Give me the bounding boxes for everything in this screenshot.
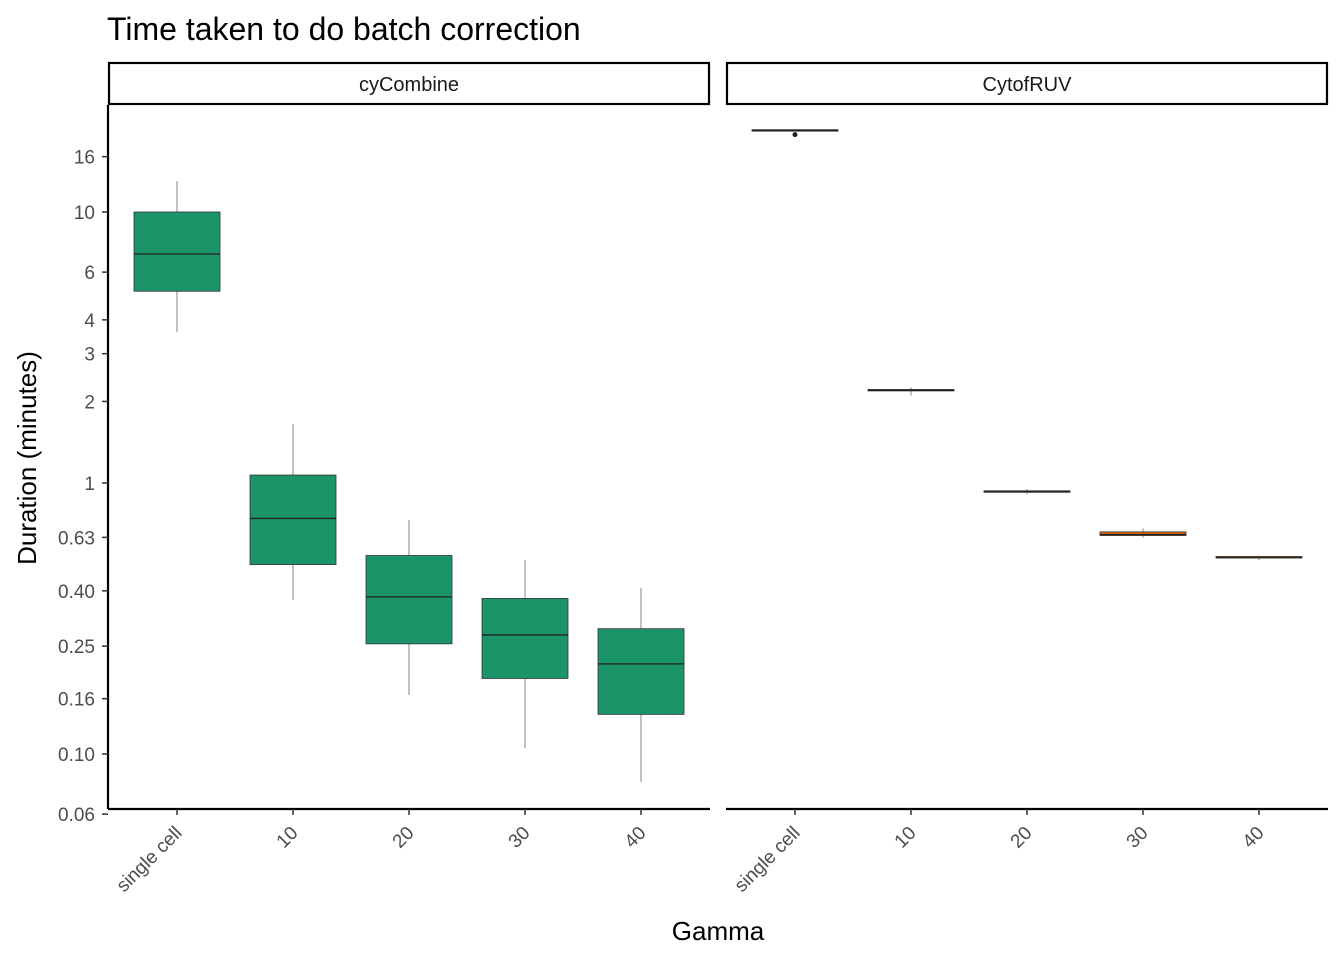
x-tick-label: single cell [731, 823, 805, 897]
box-20 [365, 520, 453, 696]
y-tick-label: 0.63 [58, 528, 95, 549]
x-axis-ticks-cycombine: single cell 10 20 30 40 [113, 809, 651, 897]
x-tick-label: 10 [273, 823, 303, 853]
y-tick-label: 3 [84, 345, 95, 366]
y-axis-title: Duration (minutes) [12, 351, 42, 565]
y-tick-label: 10 [74, 203, 95, 224]
y-axis-ticks: 16 10 6 4 3 2 1 0.63 0.40 0.25 0.16 0.10 0.06 [58, 148, 108, 826]
iqr-box [481, 598, 569, 679]
x-tick-label: 10 [891, 823, 921, 853]
y-tick-label: 6 [84, 263, 95, 284]
box-40 [597, 587, 685, 782]
box-20 [983, 489, 1071, 495]
outlier-point [792, 132, 798, 138]
boxes-cytofruv [751, 129, 1303, 560]
x-tick-label: 40 [1239, 823, 1269, 853]
y-tick-label: 0.16 [58, 690, 95, 711]
panel-cytofruv: CytofRUV single cell 10 20 30 40 [725, 61, 1329, 897]
x-axis-title: Gamma [672, 916, 765, 946]
y-tick-label: 0.25 [58, 637, 95, 658]
y-tick-label: 2 [84, 392, 95, 413]
x-tick-label: 30 [1123, 823, 1153, 853]
y-tick-label: 0.06 [58, 805, 95, 826]
x-axis-ticks-cytofruv: single cell 10 20 30 40 [731, 809, 1269, 897]
iqr-box [249, 474, 337, 565]
x-tick-label: 40 [621, 823, 651, 853]
box-10 [867, 387, 955, 396]
x-tick-label: 20 [1007, 823, 1037, 853]
y-tick-label: 0.40 [58, 582, 95, 603]
chart-title: Time taken to do batch correction [107, 11, 581, 47]
box-40 [1215, 555, 1303, 560]
strip-cytofruv [725, 61, 1329, 106]
strip-label-cycombine: cyCombine [359, 74, 459, 96]
y-tick-label: 0.10 [58, 745, 95, 766]
box-single-cell [751, 129, 839, 138]
iqr-box [597, 628, 685, 715]
x-tick-label: single cell [113, 823, 187, 897]
y-tick-label: 16 [74, 148, 95, 169]
y-tick-label: 4 [84, 311, 95, 332]
y-tick-label: 1 [84, 474, 95, 495]
x-tick-label: 20 [389, 823, 419, 853]
iqr-box [365, 555, 453, 645]
box-30 [481, 559, 569, 749]
iqr-box [133, 211, 221, 292]
boxes-cycombine [133, 181, 685, 782]
strip-cycombine [107, 61, 711, 106]
box-10 [249, 424, 337, 601]
box-30 [1099, 528, 1187, 538]
iqr-box [1099, 531, 1187, 536]
x-tick-label: 30 [505, 823, 535, 853]
panel-cycombine: cyCombine 16 10 6 4 3 2 1 0.63 0.40 0.25 0.16 0.10 0… [58, 61, 711, 897]
strip-label-cytofruv: CytofRUV [983, 74, 1073, 96]
box-single-cell [133, 181, 221, 333]
